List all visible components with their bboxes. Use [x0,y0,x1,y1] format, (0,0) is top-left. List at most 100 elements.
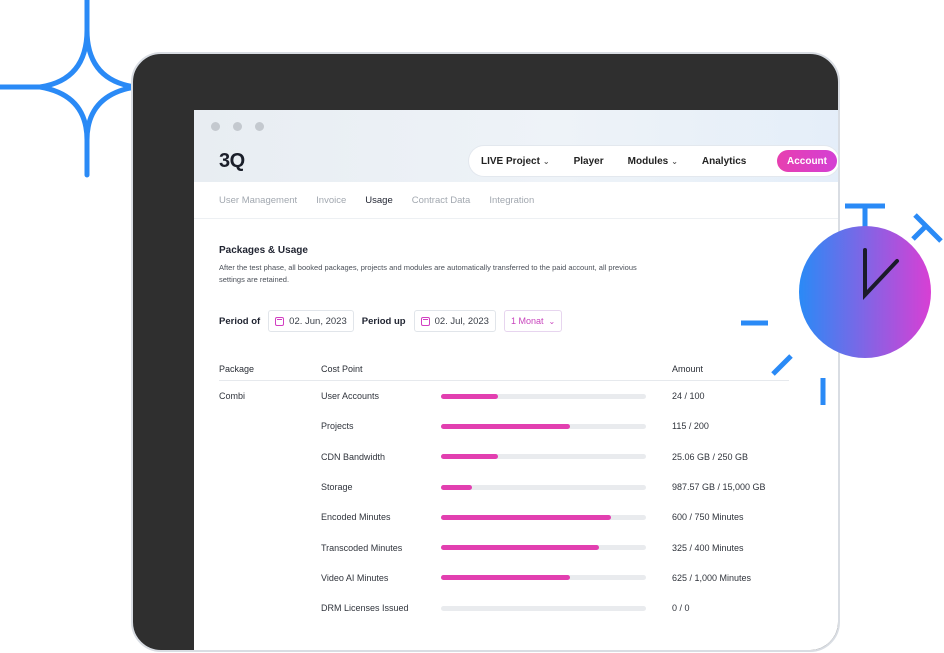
nav-player[interactable]: Player [562,156,616,167]
package-cell: Combi [219,391,246,402]
usage-progress-fill [441,575,571,581]
range-select[interactable]: 1 Monat ⌄ [503,310,563,332]
cost-point-cell: Storage [321,482,353,493]
header-package: Package [219,358,321,381]
usage-table-body: Combi User Accounts 24 / 100 Projects 115 / … [219,381,789,624]
cost-point-cell: Transcoded Minutes [321,542,403,553]
usage-section: Packages & Usage After the test phase, a… [194,245,838,623]
package-cell [219,563,321,593]
usage-progress-bar [441,605,646,611]
usage-bar-cell [441,563,672,593]
amount-cell: 600 / 750 Minutes [672,512,744,523]
chevron-down-icon: ⌄ [671,156,678,166]
usage-bar-cell [441,411,672,441]
usage-bar-cell [441,381,672,412]
table-row: Transcoded Minutes 325 / 400 Minutes [219,532,789,562]
range-value: 1 Monat [510,316,544,326]
table-row: DRM Licenses Issued 0 / 0 [219,593,789,623]
package-cell [219,442,321,472]
cost-point-cell: CDN Bandwidth [321,451,386,462]
window-header: 3Q LIVE Project ⌄ Player Modules ⌄ Analy… [194,110,838,182]
window-dot[interactable] [233,122,242,131]
nav-label: Modules [627,155,669,167]
main-nav: LIVE Project ⌄ Player Modules ⌄ Analytic… [469,146,838,176]
cost-point-cell: Encoded Minutes [321,512,391,523]
sub-tabs: User Management Invoice Usage Contract D… [194,182,838,219]
section-title: Packages & Usage [219,245,308,256]
chevron-down-icon: ⌄ [542,156,550,166]
package-cell [219,532,321,562]
window-dot[interactable] [255,122,264,131]
nav-live-project[interactable]: LIVE Project ⌄ [469,156,562,167]
usage-progress-bar [441,545,646,551]
tab-usage[interactable]: Usage [365,194,393,206]
logo[interactable]: 3Q [219,150,245,172]
header-amount: Amount [672,358,789,381]
tab-user-management[interactable]: User Management [219,194,298,206]
usage-table: Package Cost Point Amount Combi User Acco… [219,358,789,623]
period-filter: Period of 02. Jun, 2023 Period up 02. Ju… [219,310,829,332]
usage-bar-cell [441,593,672,623]
amount-cell: 625 / 1,000 Minutes [672,572,752,583]
period-to-value: 02. Jul, 2023 [434,315,489,327]
usage-bar-cell [441,442,672,472]
usage-progress-bar [441,454,646,460]
tab-contract-data[interactable]: Contract Data [411,194,471,206]
nav-label: LIVE Project [481,155,540,167]
table-row: Video AI Minutes 625 / 1,000 Minutes [219,563,789,593]
chevron-down-icon: ⌄ [548,316,556,326]
calendar-icon [275,316,285,326]
window-controls [211,122,264,131]
nav-label: Player [573,155,604,167]
usage-bar-cell [441,532,672,562]
usage-progress-fill [441,545,599,551]
period-to-field[interactable]: 02. Jul, 2023 [413,310,496,332]
tab-invoice[interactable]: Invoice [316,194,347,206]
stopwatch-decoration-icon [741,203,943,405]
period-from-value: 02. Jun, 2023 [289,315,347,327]
section-description: After the test phase, all booked package… [219,263,637,284]
cost-point-cell: Projects [321,421,354,432]
amount-cell: 0 / 0 [672,603,690,614]
package-cell [219,411,321,441]
table-row: Storage 987.57 GB / 15,000 GB [219,472,789,502]
amount-cell: 25.06 GB / 250 GB [672,451,749,462]
app-window: 3Q LIVE Project ⌄ Player Modules ⌄ Analy… [194,110,838,650]
amount-cell: 24 / 100 [672,391,705,402]
nav-modules[interactable]: Modules ⌄ [616,156,690,167]
table-row: Projects 115 / 200 [219,411,789,441]
nav-label: Analytics [701,155,747,167]
usage-progress-fill [441,454,499,460]
table-row: Combi User Accounts 24 / 100 [219,381,789,412]
usage-progress-bar [441,484,646,490]
tab-integration[interactable]: Integration [489,194,535,206]
usage-bar-cell [441,472,672,502]
usage-progress-fill [441,514,612,520]
nav-analytics[interactable]: Analytics [690,156,758,167]
period-from-field[interactable]: 02. Jun, 2023 [268,310,354,332]
usage-progress-bar [441,575,646,581]
usage-progress-bar [441,423,646,429]
window-dot[interactable] [211,122,220,131]
header-cost-point: Cost Point [321,358,441,381]
amount-cell: 325 / 400 Minutes [672,542,744,553]
table-header-row: Package Cost Point Amount [219,358,789,381]
period-from-label: Period of [219,315,261,327]
usage-progress-bar [441,393,646,399]
usage-progress-fill [441,484,472,490]
cost-point-cell: DRM Licenses Issued [321,603,409,614]
period-to-label: Period up [361,315,406,327]
usage-progress-fill [441,393,499,399]
usage-progress-bar [441,514,646,520]
package-cell [219,472,321,502]
device-frame: 3Q LIVE Project ⌄ Player Modules ⌄ Analy… [131,52,840,652]
usage-bar-cell [441,502,672,532]
sparkle-decoration-icon [0,0,178,178]
calendar-icon [420,316,430,326]
package-cell [219,502,321,532]
account-button[interactable]: Account [777,150,837,172]
amount-cell: 115 / 200 [672,421,709,432]
amount-cell: 987.57 GB / 15,000 GB [672,482,766,493]
table-row: Encoded Minutes 600 / 750 Minutes [219,502,789,532]
usage-progress-fill [441,423,571,429]
